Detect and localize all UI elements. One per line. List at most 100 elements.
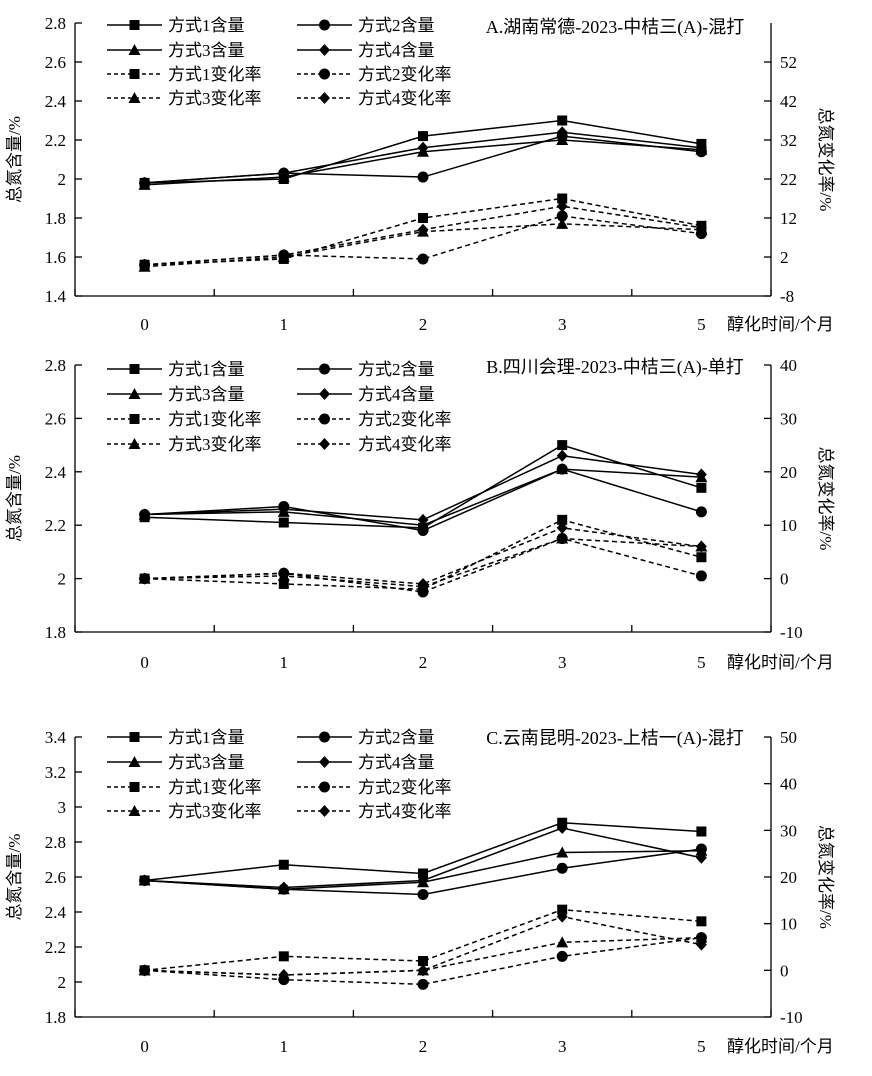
triangle-marker: [417, 225, 429, 237]
series-line: [144, 537, 702, 593]
left-axis-tick-label: 3.4: [45, 728, 67, 747]
left-axis-title: 总氮含量/%: [5, 455, 24, 542]
legend-item: 方式3含量: [107, 753, 245, 772]
legend-label: 方式1变化率: [168, 778, 262, 797]
square-legend-marker: [129, 69, 140, 79]
right-axis-tick-label: 32: [780, 131, 797, 150]
legend-label: 方式3变化率: [168, 802, 262, 821]
legend-label: 方式4含量: [358, 385, 435, 404]
series-方式1变化率: [139, 193, 707, 270]
triangle-marker: [556, 846, 569, 858]
legend-label: 方式4含量: [358, 41, 435, 60]
right-axis-title: 总氮变化率/%: [816, 108, 835, 212]
x-axis-tick-label: 2: [419, 1037, 428, 1056]
square-marker: [557, 440, 568, 451]
x-axis-tick-label: 2: [419, 315, 428, 334]
square-marker: [418, 584, 428, 595]
square-marker: [418, 522, 428, 533]
triangle-marker: [695, 471, 708, 483]
diamond-legend-marker: [319, 805, 330, 817]
legend-label: 方式1含量: [168, 728, 245, 747]
legend-item: 方式4变化率: [297, 802, 452, 821]
legend-item: 方式1变化率: [107, 65, 262, 84]
square-marker: [557, 115, 568, 126]
left-axis-tick-label: 2.4: [45, 463, 67, 482]
right-axis-tick-label: 10: [780, 915, 797, 934]
circle-legend-marker: [319, 781, 330, 793]
right-axis-tick-label: -8: [780, 287, 794, 306]
x-axis-tick-label: 1: [280, 653, 289, 672]
right-axis-tick-label: 20: [780, 868, 797, 887]
x-axis-tick-label: 0: [140, 1037, 149, 1056]
square-marker: [557, 514, 568, 525]
square-legend-marker: [129, 20, 140, 30]
x-axis-tick-label: 5: [697, 653, 706, 672]
circle-legend-marker: [319, 413, 330, 425]
series-方式2含量: [139, 130, 707, 189]
legend-item: 方式1含量: [107, 360, 245, 379]
circle-marker: [695, 570, 707, 582]
diamond-legend-marker: [319, 438, 330, 450]
legend-label: 方式4变化率: [358, 802, 452, 821]
square-marker: [696, 826, 707, 837]
legend-label: 方式3含量: [168, 753, 245, 772]
circle-marker: [278, 883, 290, 895]
legend-label: 方式3变化率: [168, 435, 262, 454]
series-方式3变化率: [138, 931, 708, 980]
legend-label: 方式4变化率: [358, 435, 452, 454]
legend-item: 方式2变化率: [297, 778, 452, 797]
square-marker: [139, 259, 150, 270]
diamond-legend-marker: [319, 388, 330, 400]
square-legend-marker: [129, 364, 140, 374]
legend-label: 方式3含量: [168, 385, 245, 404]
panel-title: B.四川会理-2023-中桔三(A)-单打: [486, 357, 743, 378]
legend-item: 方式3含量: [107, 41, 245, 60]
triangle-marker: [556, 217, 569, 229]
triangle-legend-marker: [128, 805, 141, 816]
left-axis-tick-label: 1.8: [45, 623, 66, 642]
legend-label: 方式2含量: [358, 728, 435, 747]
circle-marker: [695, 146, 707, 158]
square-marker: [278, 517, 289, 528]
circle-marker: [556, 463, 568, 475]
circle-marker: [695, 228, 707, 240]
left-axis-tick-label: 2.6: [45, 868, 66, 887]
right-axis-tick-label: 10: [780, 516, 797, 535]
square-marker: [278, 951, 289, 962]
square-marker: [139, 177, 150, 188]
legend-label: 方式4含量: [358, 753, 435, 772]
square-marker: [418, 213, 428, 223]
x-axis-tick-label: 0: [140, 653, 149, 672]
legend-item: 方式1变化率: [107, 410, 262, 429]
left-axis-tick-label: 2.2: [45, 516, 66, 535]
legend-item: 方式4含量: [297, 385, 435, 404]
circle-marker: [417, 889, 429, 900]
left-axis-title: 总氮含量/%: [5, 834, 24, 921]
right-axis-tick-label: 0: [780, 961, 789, 980]
series-方式1含量: [139, 817, 707, 886]
left-axis-title: 总氮含量/%: [5, 116, 24, 203]
legend-item: 方式2含量: [297, 16, 435, 35]
x-axis-tick-label: 1: [280, 1037, 289, 1056]
triangle-marker: [417, 876, 429, 888]
diamond-marker: [556, 449, 568, 462]
square-marker: [139, 875, 150, 886]
right-axis-tick-label: 12: [780, 209, 797, 228]
x-axis-tick-label: 0: [140, 315, 149, 334]
x-axis-title: 醇化时间/个月: [727, 315, 834, 334]
triangle-legend-marker: [128, 92, 141, 103]
triangle-legend-marker: [128, 44, 141, 55]
series-方式2含量: [139, 843, 707, 900]
square-marker: [139, 573, 150, 584]
x-axis-tick-label: 3: [558, 1037, 567, 1056]
panel-title: A.湖南常德-2023-中桔三(A)-混打: [486, 17, 744, 38]
left-axis-tick-label: 2: [58, 570, 67, 589]
series-方式1含量: [139, 440, 707, 533]
legend-label: 方式2含量: [358, 360, 435, 379]
right-axis-tick-label: 40: [780, 356, 797, 375]
square-marker: [139, 512, 150, 523]
circle-marker: [278, 567, 290, 579]
circle-marker: [556, 533, 568, 545]
square-legend-marker: [129, 732, 140, 742]
